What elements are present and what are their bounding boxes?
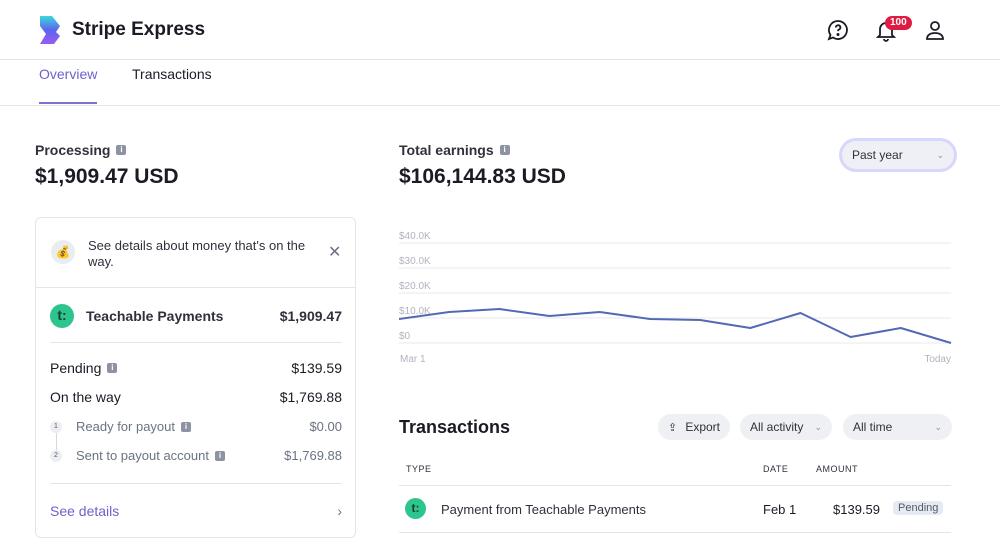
chevron-right-icon: › bbox=[337, 503, 342, 519]
chevron-down-icon: ⌄ bbox=[934, 421, 942, 432]
info-icon[interactable]: i bbox=[181, 421, 192, 432]
brand-name: Stripe Express bbox=[72, 19, 206, 40]
earnings-label: Total earnings i bbox=[399, 142, 510, 158]
svg-text:$0: $0 bbox=[399, 331, 411, 342]
on-the-way-row: On the way $1,769.88 bbox=[50, 389, 342, 405]
info-icon[interactable]: i bbox=[214, 450, 225, 461]
info-icon[interactable]: i bbox=[107, 363, 118, 373]
svg-text:$10.0K: $10.0K bbox=[399, 306, 431, 317]
notification-badge: 100 bbox=[885, 16, 912, 30]
help-icon[interactable] bbox=[826, 18, 850, 42]
export-icon: ⇪ bbox=[668, 421, 678, 434]
step-row: 1 Ready for payout i $0.00 bbox=[50, 419, 342, 434]
user-icon[interactable] bbox=[923, 18, 947, 42]
step-connector bbox=[56, 432, 57, 454]
see-details-link[interactable]: See details › bbox=[50, 503, 342, 519]
notice-banner: 💰 See details about money that's on the … bbox=[36, 218, 355, 288]
earnings-chart: $40.0K $30.0K $20.0K $10.0K $0 Mar 1 Tod… bbox=[399, 231, 952, 365]
svg-text:$20.0K: $20.0K bbox=[399, 281, 431, 292]
svg-text:$40.0K: $40.0K bbox=[399, 231, 431, 242]
stripe-express-logo-icon bbox=[40, 16, 60, 44]
processing-amount: $1,909.47 USD bbox=[35, 165, 179, 188]
divider bbox=[50, 342, 342, 343]
processing-label: Processing i bbox=[35, 142, 127, 158]
period-dropdown[interactable]: Past year ⌄ bbox=[842, 141, 954, 169]
tab-bar: Overview Transactions bbox=[0, 60, 1000, 106]
column-header-type: TYPE bbox=[406, 464, 432, 474]
column-header-date: DATE bbox=[763, 464, 789, 474]
account-row: Teachable Payments $1,909.47 bbox=[86, 308, 342, 324]
status-badge: Pending bbox=[893, 501, 944, 515]
top-bar: Stripe Express 100 bbox=[0, 0, 1000, 60]
processing-card: 💰 See details about money that's on the … bbox=[35, 217, 356, 538]
teachable-avatar: t: bbox=[50, 304, 74, 328]
chevron-down-icon: ⌄ bbox=[936, 149, 944, 160]
step-row: 2 Sent to payout account i $1,769.88 bbox=[50, 448, 342, 463]
svg-text:Today: Today bbox=[924, 354, 951, 365]
transaction-date: Feb 1 bbox=[763, 502, 797, 517]
tab-overview[interactable]: Overview bbox=[39, 66, 98, 82]
info-icon[interactable]: i bbox=[499, 145, 510, 155]
tab-transactions[interactable]: Transactions bbox=[132, 66, 212, 82]
earnings-amount: $106,144.83 USD bbox=[399, 165, 566, 188]
time-filter[interactable]: All time ⌄ bbox=[843, 414, 952, 440]
teachable-avatar: t: bbox=[405, 498, 426, 519]
active-tab-indicator bbox=[39, 102, 97, 104]
transaction-type: Payment from Teachable Payments bbox=[441, 502, 646, 517]
close-icon[interactable]: ✕ bbox=[328, 244, 342, 261]
transaction-amount: $139.59 bbox=[833, 502, 880, 517]
divider bbox=[399, 532, 951, 533]
column-header-amount: AMOUNT bbox=[816, 464, 858, 474]
export-button[interactable]: ⇪ Export bbox=[658, 414, 730, 440]
info-icon[interactable]: i bbox=[116, 145, 127, 155]
activity-filter[interactable]: All activity ⌄ bbox=[740, 414, 832, 440]
svg-text:$30.0K: $30.0K bbox=[399, 256, 431, 267]
pending-row: Pending i $139.59 bbox=[50, 360, 342, 376]
divider bbox=[399, 485, 951, 486]
svg-text:Mar 1: Mar 1 bbox=[400, 354, 426, 365]
money-bag-icon: 💰 bbox=[51, 240, 75, 264]
transactions-title: Transactions bbox=[399, 417, 511, 437]
chevron-down-icon: ⌄ bbox=[814, 421, 822, 432]
notice-text: See details about money that's on the wa… bbox=[88, 238, 306, 269]
divider bbox=[50, 483, 342, 484]
